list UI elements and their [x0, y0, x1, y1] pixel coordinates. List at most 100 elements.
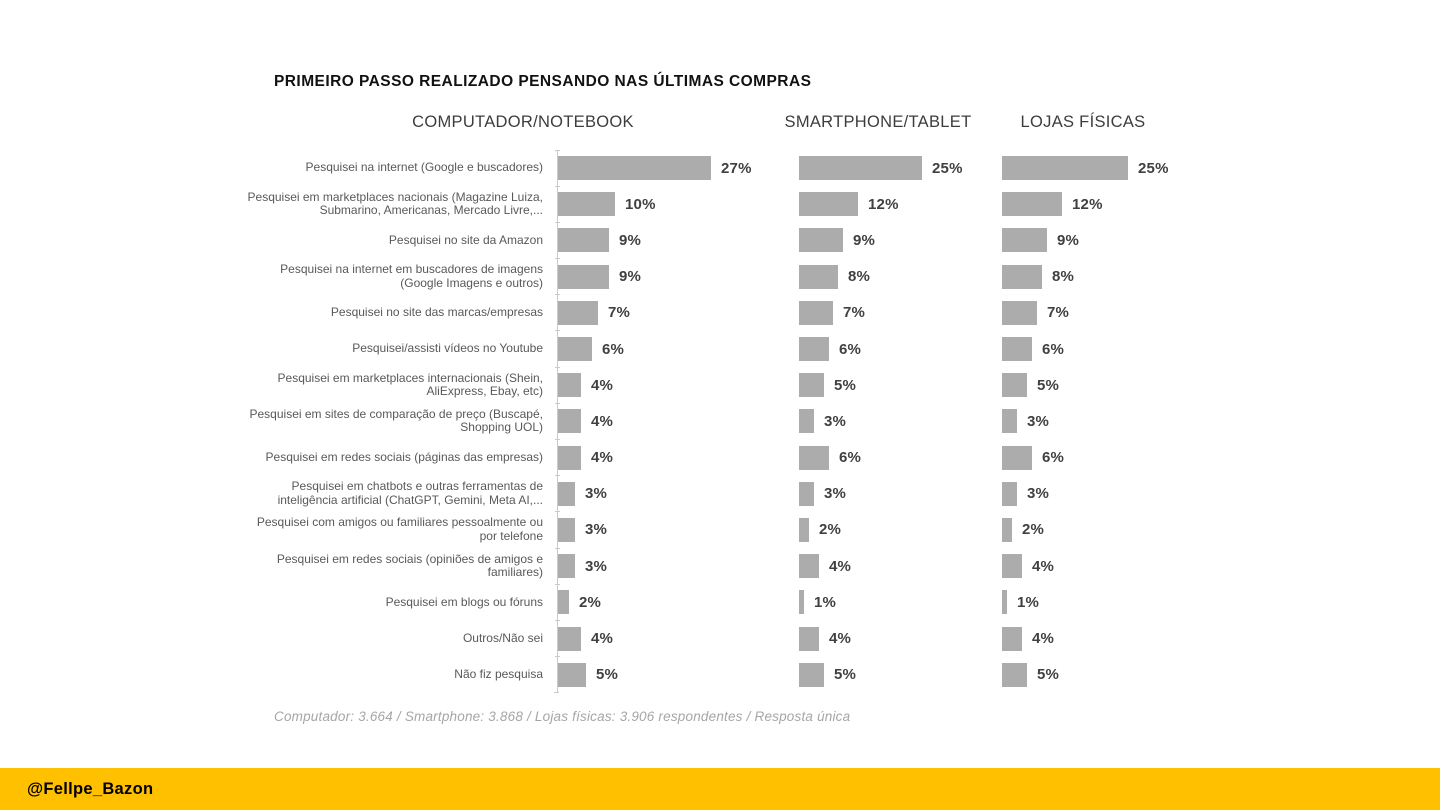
- bar-value: 12%: [868, 195, 899, 213]
- bar-cell-lojas: 7%: [1002, 295, 1202, 331]
- row-label: Pesquisei em marketplaces nacionais (Mag…: [247, 189, 543, 218]
- bar-value: 8%: [1052, 268, 1075, 286]
- chart-rows: Pesquisei na internet (Google e buscador…: [238, 149, 1202, 693]
- row-label: Pesquisei no site da Amazon: [388, 232, 543, 247]
- bar-value: 4%: [591, 630, 614, 648]
- lojas-bar: [1002, 228, 1047, 253]
- bar-value: 5%: [1037, 666, 1060, 684]
- computador-bar: [558, 156, 711, 181]
- bar-cell-computador: 10%: [555, 185, 799, 223]
- smartphone-bar: [799, 373, 824, 398]
- bar-cell-lojas: 25%: [1002, 150, 1202, 186]
- computador-bar: [558, 300, 598, 325]
- bar-cell-computador: 3%: [555, 511, 799, 549]
- bar-value: 1%: [1017, 593, 1040, 611]
- bar-cell-computador: 4%: [555, 366, 799, 404]
- lojas-bar: [1002, 192, 1062, 217]
- chart-row: Pesquisei no site das marcas/empresas 7%…: [238, 294, 1202, 331]
- lojas-bar: [1002, 264, 1042, 289]
- bar-cell-lojas: 12%: [1002, 186, 1202, 222]
- bar-cell-smartphone: 8%: [799, 259, 1002, 295]
- row-label: Pesquisei em redes sociais (opiniões de …: [276, 551, 543, 580]
- bar-value: 9%: [619, 231, 642, 249]
- bar-cell-lojas: 2%: [1002, 512, 1202, 548]
- smartphone-bar: [799, 590, 804, 615]
- smartphone-bar: [799, 662, 824, 687]
- lojas-bar: [1002, 409, 1017, 434]
- computador-bar: [558, 337, 592, 362]
- bar-cell-lojas: 6%: [1002, 331, 1202, 367]
- computador-bar: [558, 192, 615, 217]
- row-label: Pesquisei no site das marcas/empresas: [330, 305, 543, 320]
- row-label: Não fiz pesquisa: [454, 666, 543, 681]
- smartphone-bar: [799, 300, 833, 325]
- bar-value: 2%: [579, 593, 602, 611]
- bar-value: 9%: [619, 268, 642, 286]
- computador-bar: [558, 662, 586, 687]
- bar-cell-lojas: 5%: [1002, 367, 1202, 403]
- row-label: Pesquisei/assisti vídeos no Youtube: [352, 341, 543, 356]
- bar-cell-computador: 6%: [555, 330, 799, 368]
- bar-value: 4%: [591, 412, 614, 430]
- smartphone-bar: [799, 517, 809, 542]
- chart-row: Pesquisei em marketplaces internacionais…: [238, 366, 1202, 404]
- row-label: Pesquisei em redes sociais (páginas das …: [265, 449, 543, 464]
- smartphone-bar: [799, 264, 838, 289]
- bar-value: 9%: [1057, 231, 1080, 249]
- bar-value: 3%: [824, 485, 847, 503]
- bar-value: 3%: [1027, 412, 1050, 430]
- bar-value: 5%: [834, 666, 857, 684]
- chart-row: Pesquisei em redes sociais (opiniões de …: [238, 547, 1202, 585]
- chart-row: Pesquisei/assisti vídeos no Youtube 6% 6…: [238, 330, 1202, 368]
- chart-title: PRIMEIRO PASSO REALIZADO PENSANDO NAS ÚL…: [274, 73, 812, 90]
- bar-value: 25%: [932, 159, 963, 177]
- bar-value: 3%: [585, 557, 608, 575]
- credit-bar: @Fellpe_Bazon: [0, 768, 1440, 810]
- bar-value: 6%: [1042, 340, 1065, 358]
- lojas-bar: [1002, 590, 1007, 615]
- lojas-bar: [1002, 156, 1128, 181]
- computador-bar: [558, 554, 575, 579]
- bar-cell-computador: 4%: [555, 619, 799, 657]
- bar-cell-computador: 9%: [555, 258, 799, 295]
- bar-value: 7%: [608, 304, 631, 322]
- bar-cell-lojas: 8%: [1002, 259, 1202, 295]
- smartphone-bar: [799, 626, 819, 651]
- bar-cell-smartphone: 5%: [799, 367, 1002, 403]
- chart-row: Pesquisei na internet (Google e buscador…: [238, 149, 1202, 187]
- bar-cell-smartphone: 4%: [799, 548, 1002, 584]
- chart-row: Pesquisei em redes sociais (páginas das …: [238, 438, 1202, 476]
- bar-cell-smartphone: 6%: [799, 440, 1002, 476]
- bar-cell-computador: 3%: [555, 547, 799, 585]
- smartphone-bar: [799, 337, 829, 362]
- bar-cell-smartphone: 9%: [799, 222, 1002, 258]
- credit-handle: @Fellpe_Bazon: [27, 779, 154, 798]
- smartphone-bar: [799, 228, 843, 253]
- bar-cell-lojas: 9%: [1002, 222, 1202, 258]
- computador-bar: [558, 590, 569, 615]
- bar-value: 6%: [602, 340, 625, 358]
- row-label: Pesquisei em marketplaces internacionais…: [277, 370, 543, 399]
- column-header-smartphone: SMARTPHONE/TABLET: [784, 113, 972, 131]
- bar-cell-smartphone: 2%: [799, 512, 1002, 548]
- bar-cell-computador: 9%: [555, 221, 799, 259]
- chart-row: Pesquisei na internet em buscadores de i…: [238, 258, 1202, 295]
- bar-cell-lojas: 4%: [1002, 548, 1202, 584]
- bar-value: 4%: [591, 376, 614, 394]
- bar-cell-computador: 5%: [555, 656, 799, 693]
- bar-value: 25%: [1138, 159, 1169, 177]
- bar-cell-computador: 2%: [555, 583, 799, 621]
- bar-cell-smartphone: 3%: [799, 476, 1002, 512]
- bar-value: 3%: [824, 412, 847, 430]
- bar-value: 4%: [1032, 630, 1055, 648]
- bar-value: 10%: [625, 195, 656, 213]
- bar-cell-computador: 27%: [555, 149, 799, 187]
- smartphone-bar: [799, 445, 829, 470]
- sample-size-note: Computador: 3.664 / Smartphone: 3.868 / …: [274, 709, 851, 724]
- row-label: Pesquisei na internet (Google e buscador…: [305, 160, 543, 175]
- computador-bar: [558, 373, 581, 398]
- bar-cell-smartphone: 4%: [799, 620, 1002, 656]
- lojas-bar: [1002, 445, 1032, 470]
- chart-row: Pesquisei no site da Amazon 9% 9% 9%: [238, 221, 1202, 259]
